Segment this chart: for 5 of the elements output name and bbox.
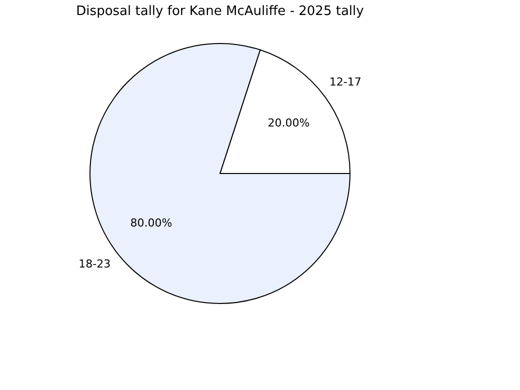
slice-label: 18-23 <box>78 258 111 271</box>
chart-title: Disposal tally for Kane McAuliffe - 2025 tally <box>76 4 364 19</box>
data-label: 20.00% <box>268 116 310 130</box>
data-label: 80.00% <box>130 216 172 230</box>
slice-label: 12-17 <box>329 75 362 88</box>
